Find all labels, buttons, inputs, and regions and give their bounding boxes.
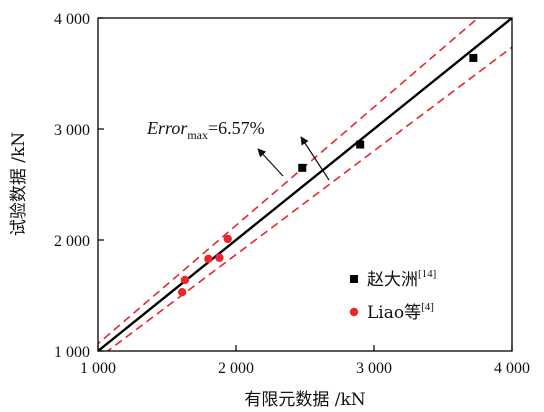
- y-tick-label: 4 000: [54, 11, 90, 28]
- y-tick-label: 2 000: [54, 233, 90, 250]
- legend-label-zhao: 赵大洲[14]: [367, 268, 436, 290]
- annotation-value: =6.57%: [208, 118, 265, 138]
- error-annotation: Errormax=6.57%: [146, 118, 330, 181]
- annotation-arrow-right: [300, 136, 330, 181]
- data-point-series1-0: [177, 287, 187, 297]
- data-point-series1-2: [204, 254, 213, 264]
- annotation-error-word: Error: [146, 118, 188, 138]
- annotation-subscript: max: [187, 128, 208, 142]
- reference-line-lower-bound: [106, 46, 512, 351]
- x-tick-label: 4 000: [494, 360, 530, 377]
- legend-marker-liao: [349, 307, 359, 317]
- plot-frame: [97, 17, 513, 352]
- legend: 赵大洲[14] Liao等[4]: [349, 268, 436, 323]
- y-tick-label: 3 000: [54, 122, 90, 139]
- reference-lines: [98, 18, 512, 351]
- data-point-series1-3: [215, 253, 224, 262]
- data-point-series1-4: [223, 234, 232, 244]
- annotation-arrow-left: [257, 148, 284, 177]
- data-point-series0-1: [356, 140, 365, 149]
- x-tick-label: 3 000: [356, 360, 392, 377]
- annotation-text: Errormax=6.57%: [146, 118, 265, 142]
- data-point-series1-1: [180, 275, 190, 285]
- y-axis-title: 试验数据 /kN: [9, 132, 29, 236]
- data-points: [177, 53, 478, 297]
- x-axis-ticks: 1 000 2 000 3 000 4 000: [80, 345, 530, 377]
- x-tick-label: 2 000: [218, 360, 254, 377]
- legend-marker-zhao: [350, 275, 358, 283]
- x-axis-title: 有限元数据 /kN: [244, 390, 365, 410]
- legend-label-liao: Liao等[4]: [367, 301, 434, 323]
- data-point-series0-0: [298, 163, 307, 172]
- x-tick-label: 1 000: [80, 360, 116, 377]
- data-point-series0-2: [469, 53, 478, 62]
- reference-line-upper-bound: [98, 18, 480, 345]
- reference-line-y=x: [98, 18, 512, 351]
- y-tick-label: 1 000: [54, 344, 90, 361]
- y-axis-ticks: 1 000 2 000 3 000 4 000: [54, 11, 104, 361]
